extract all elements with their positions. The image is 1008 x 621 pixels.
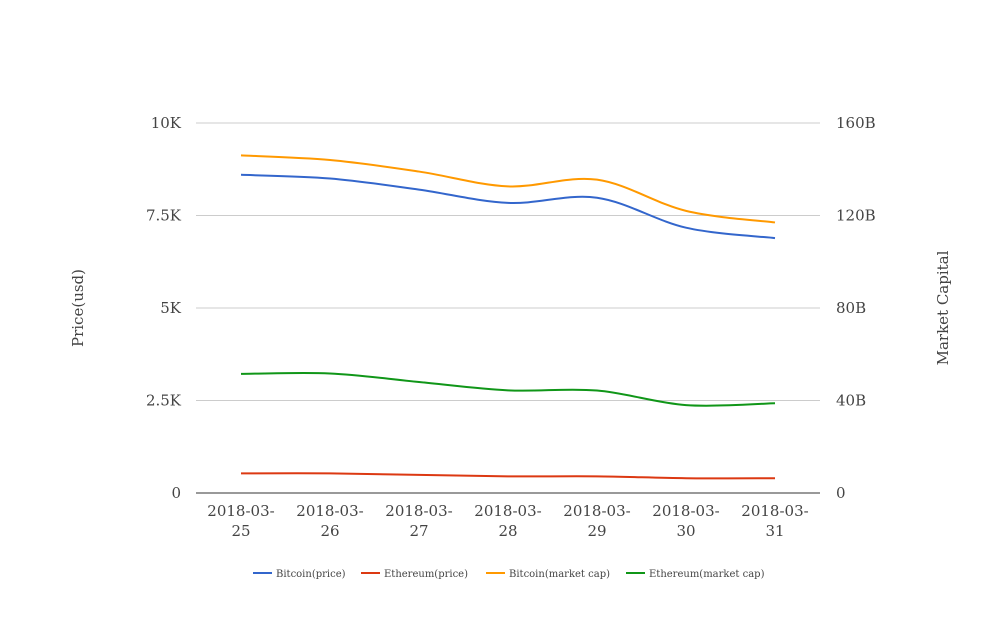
y-left-tick-label: 7.5K <box>146 207 182 225</box>
y-right-tick-label: 120B <box>836 207 876 225</box>
series-line-3 <box>240 154 776 224</box>
y-left-tick-label: 5K <box>160 299 182 317</box>
legend-item: Ethereum(price) <box>361 569 468 580</box>
axes: 0 2.5K 5K 7.5K 10K 0 40B 80B 120B 160B 2018-03-25 2… <box>69 114 952 540</box>
y-right-tick-label: 80B <box>836 299 866 317</box>
gridlines <box>196 122 820 401</box>
y-left-tick-label: 0 <box>171 484 181 502</box>
series-line-2 <box>240 472 776 480</box>
x-tick-label: 2018-03-29 <box>563 502 630 540</box>
x-tick-label: 2018-03-31 <box>741 502 808 540</box>
legend-item: Bitcoin(market cap) <box>486 569 610 580</box>
y-right-tick-label: 0 <box>836 484 846 502</box>
legend-item: Ethereum(market cap) <box>626 569 765 580</box>
legend: Bitcoin(price) Ethereum(price) Bitcoin(mar… <box>253 569 765 580</box>
legend-label: Ethereum(price) <box>384 569 468 580</box>
series-lines <box>240 154 776 480</box>
y-right-axis-title: Market Capital <box>934 250 952 365</box>
legend-label: Ethereum(market cap) <box>649 569 765 580</box>
y-left-axis-title: Price(usd) <box>69 269 87 347</box>
x-tick-label: 2018-03-30 <box>652 502 719 540</box>
y-left-tick-label: 2.5K <box>146 392 182 410</box>
legend-label: Bitcoin(price) <box>276 569 346 580</box>
x-tick-label: 2018-03-28 <box>474 502 541 540</box>
series-line-4 <box>240 371 776 407</box>
legend-label: Bitcoin(market cap) <box>509 569 610 580</box>
legend-item: Bitcoin(price) <box>253 569 346 580</box>
x-tick-label: 2018-03-27 <box>385 502 452 540</box>
series-line-1 <box>240 173 776 240</box>
y-left-tick-label: 10K <box>151 114 182 132</box>
y-right-tick-label: 40B <box>836 392 866 410</box>
y-right-tick-label: 160B <box>836 114 876 132</box>
x-tick-label: 2018-03-26 <box>296 502 363 540</box>
x-tick-label: 2018-03-25 <box>207 502 274 540</box>
